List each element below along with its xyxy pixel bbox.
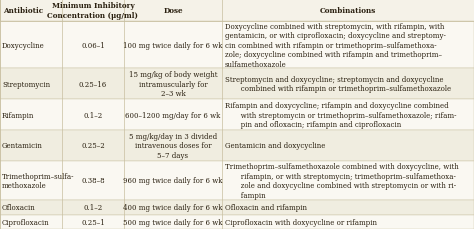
Text: Gentamicin: Gentamicin: [2, 142, 43, 150]
Text: 0.06–1: 0.06–1: [81, 41, 105, 49]
Text: Minimum Inhibitory
Concentration (μg/ml): Minimum Inhibitory Concentration (μg/ml): [47, 2, 138, 19]
Text: 400 mg twice daily for 6 wk: 400 mg twice daily for 6 wk: [123, 203, 223, 211]
Text: Trimethoprim–sulfamethoxazole combined with doxycycline, with
       rifampin, o: Trimethoprim–sulfamethoxazole combined w…: [225, 163, 459, 199]
Text: Rifampin: Rifampin: [2, 111, 35, 119]
Text: Combinations: Combinations: [320, 7, 376, 15]
Text: 600–1200 mg/day for 6 wk: 600–1200 mg/day for 6 wk: [126, 111, 220, 119]
Text: 5 mg/kg/day in 3 divided
intravenous doses for
5–7 days: 5 mg/kg/day in 3 divided intravenous dos…: [129, 132, 217, 159]
Bar: [0, 69, 474, 100]
Text: Dose: Dose: [163, 7, 183, 15]
Text: Antibiotic: Antibiotic: [3, 7, 43, 15]
Text: 0.38–8: 0.38–8: [81, 177, 105, 185]
Text: Streptomycin: Streptomycin: [2, 80, 50, 88]
Text: Ciprofloxacin: Ciprofloxacin: [2, 218, 50, 226]
Text: 500 mg twice daily for 6 wk: 500 mg twice daily for 6 wk: [123, 218, 223, 226]
Text: 0.25–2: 0.25–2: [81, 142, 105, 150]
Bar: [0, 200, 474, 215]
Text: 15 mg/kg of body weight
intramuscularly for
2–3 wk: 15 mg/kg of body weight intramuscularly …: [129, 71, 217, 98]
Text: Doxycycline combined with streptomycin, with rifampin, with
gentamicin, or with : Doxycycline combined with streptomycin, …: [225, 22, 446, 68]
Text: Doxycycline: Doxycycline: [2, 41, 45, 49]
Bar: [0, 100, 474, 131]
Text: Gentamicin and doxycycline: Gentamicin and doxycycline: [225, 142, 325, 150]
Text: Rifampin and doxycycline; rifampin and doxycycline combined
       with streptom: Rifampin and doxycycline; rifampin and d…: [225, 102, 456, 128]
Bar: [0, 131, 474, 161]
Text: Ofloxacin and rifampin: Ofloxacin and rifampin: [225, 203, 307, 211]
Text: 960 mg twice daily for 6 wk: 960 mg twice daily for 6 wk: [123, 177, 223, 185]
Bar: [0, 0, 474, 22]
Text: 0.25–16: 0.25–16: [79, 80, 107, 88]
Text: 0.1–2: 0.1–2: [83, 203, 103, 211]
Text: Trimethoprim–sulfa-
methoxazole: Trimethoprim–sulfa- methoxazole: [2, 172, 74, 189]
Text: 0.1–2: 0.1–2: [83, 111, 103, 119]
Text: 100 mg twice daily for 6 wk: 100 mg twice daily for 6 wk: [123, 41, 223, 49]
Text: 0.25–1: 0.25–1: [81, 218, 105, 226]
Bar: [0, 22, 474, 69]
Text: Ofloxacin: Ofloxacin: [2, 203, 36, 211]
Bar: [0, 161, 474, 200]
Text: Streptomycin and doxycycline; streptomycin and doxycycline
       combined with : Streptomycin and doxycycline; streptomyc…: [225, 76, 451, 93]
Text: Ciprofloxacin with doxycycline or rifampin: Ciprofloxacin with doxycycline or rifamp…: [225, 218, 377, 226]
Bar: [0, 215, 474, 229]
